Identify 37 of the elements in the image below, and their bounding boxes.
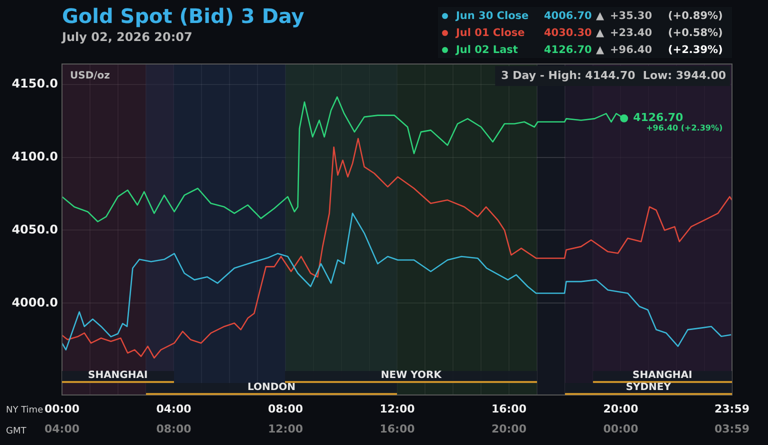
session-strip: SHANGHAI xyxy=(592,371,732,383)
legend-label: Jul 01 Close xyxy=(456,26,526,38)
session-strip: SYDNEY xyxy=(564,383,732,395)
chart-title: Gold Spot (Bid) 3 Day xyxy=(62,4,304,28)
x2-tick-label: 03:59 xyxy=(714,422,750,436)
x-axis-title: NY Time xyxy=(6,405,44,416)
y-tick-label: 4150.0 xyxy=(12,76,58,91)
text: 4030.30 ▲ +23.40 (+0.58%) xyxy=(544,26,723,38)
x2-tick-label: 00:00 xyxy=(603,422,639,436)
x2-tick-label: 16:00 xyxy=(380,422,416,436)
legend-label: Jun 30 Close xyxy=(456,10,530,22)
x-tick-label: 12:00 xyxy=(380,402,416,416)
session-strip: NEW YORK xyxy=(285,371,537,383)
chart-subtitle: July 02, 2026 20:07 xyxy=(62,30,192,44)
y-tick-label: 4000.0 xyxy=(12,295,58,310)
session-strip: LONDON xyxy=(146,383,398,395)
text: 4126.70 ▲ +96.40 (+2.39%) xyxy=(544,44,723,56)
annotation: USD/oz xyxy=(70,70,110,82)
x2-axis-title: GMT xyxy=(6,426,27,436)
annotation: 4126.70 xyxy=(633,111,684,124)
x-tick-label: 20:00 xyxy=(603,402,639,416)
x-tick-label: 04:00 xyxy=(156,402,192,416)
x-tick-label: 00:00 xyxy=(44,402,80,416)
session-strip: SHANGHAI xyxy=(62,371,174,383)
x2-tick-label: 20:00 xyxy=(491,422,527,436)
annotation: +96.40 (+2.39%) xyxy=(646,123,723,132)
x-tick-label: 23:59 xyxy=(714,402,750,416)
y-tick-label: 4050.0 xyxy=(12,222,58,236)
x-tick-label: 16:00 xyxy=(491,402,527,416)
x2-tick-label: 12:00 xyxy=(268,422,304,436)
y-tick-label: 4100.0 xyxy=(12,149,58,164)
text: 4006.70 ▲ +35.30 (+0.89%) xyxy=(544,10,723,22)
x-tick-label: 08:00 xyxy=(268,402,304,416)
annotation: 3 Day - High: 4144.70 Low: 3944.00 xyxy=(501,68,726,82)
legend-label: Jul 02 Last xyxy=(456,44,519,56)
x2-tick-label: 04:00 xyxy=(44,422,80,436)
x2-tick-label: 08:00 xyxy=(156,422,192,436)
